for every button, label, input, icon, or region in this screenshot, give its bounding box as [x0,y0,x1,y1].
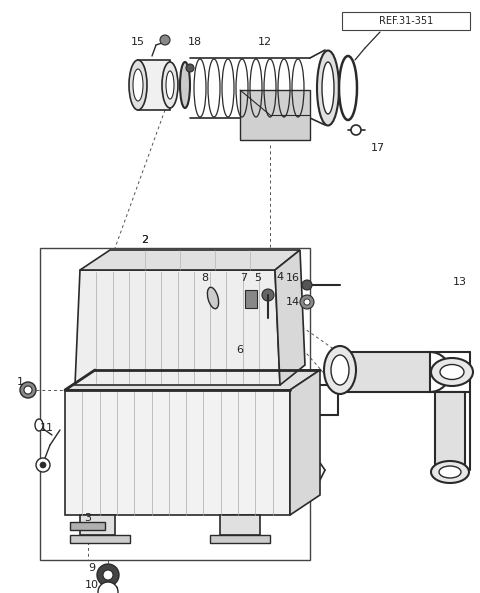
Ellipse shape [322,62,334,114]
Text: 7: 7 [240,273,248,283]
Polygon shape [138,60,170,110]
Ellipse shape [129,60,147,110]
Text: 2: 2 [142,235,149,245]
Circle shape [304,299,310,305]
Bar [40,248,310,560]
Polygon shape [65,390,290,515]
Text: 9: 9 [88,563,96,573]
Text: 11: 11 [40,423,54,433]
Ellipse shape [431,461,469,483]
Ellipse shape [166,71,174,99]
Ellipse shape [133,69,143,101]
Circle shape [302,280,312,290]
Text: 2: 2 [142,235,149,245]
Circle shape [98,582,118,593]
Text: 5: 5 [254,273,262,283]
Text: 10: 10 [85,580,99,590]
Polygon shape [75,270,280,385]
Circle shape [351,125,361,135]
Ellipse shape [324,346,356,394]
Bar [70,535,130,543]
Ellipse shape [35,419,43,431]
Circle shape [97,564,119,586]
Ellipse shape [431,358,473,386]
Bar [245,290,257,308]
Bar [342,12,470,30]
Polygon shape [65,370,320,390]
Text: 1: 1 [16,377,24,387]
Text: 14: 14 [286,297,300,307]
Bar [210,535,270,543]
Ellipse shape [180,62,190,108]
Circle shape [40,462,46,468]
Text: 17: 17 [371,143,385,153]
Text: 13: 13 [453,277,467,287]
Text: 18: 18 [188,37,202,47]
Text: 16: 16 [286,273,300,283]
Text: REF.31-351: REF.31-351 [379,16,433,26]
Polygon shape [290,370,320,515]
Circle shape [300,295,314,309]
Text: 4: 4 [276,272,284,282]
Polygon shape [80,250,300,270]
Ellipse shape [317,50,339,126]
Circle shape [20,382,36,398]
Circle shape [160,35,170,45]
Ellipse shape [331,355,349,385]
Text: 8: 8 [202,273,209,283]
Polygon shape [340,352,430,392]
Circle shape [262,289,274,301]
Polygon shape [435,392,465,470]
Polygon shape [240,90,310,140]
Circle shape [24,386,32,394]
Circle shape [103,570,113,580]
Ellipse shape [207,287,218,309]
Circle shape [36,458,50,472]
Ellipse shape [440,365,464,380]
Polygon shape [275,250,305,385]
Polygon shape [80,515,115,535]
Polygon shape [70,522,105,530]
Text: 12: 12 [258,37,272,47]
Circle shape [186,64,194,72]
Polygon shape [220,515,260,535]
Ellipse shape [162,62,178,108]
Text: 3: 3 [84,513,92,523]
Text: 15: 15 [131,37,145,47]
Ellipse shape [439,466,461,478]
Text: 6: 6 [237,345,243,355]
